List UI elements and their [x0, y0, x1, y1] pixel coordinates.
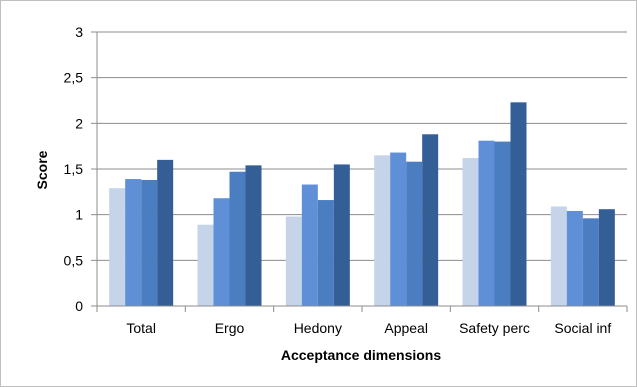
bar-hedony-s2 [301, 184, 318, 306]
y-tick-label: 1 [75, 207, 83, 223]
y-axis-title: Score [34, 150, 50, 189]
x-tick-label: Social inf [554, 320, 611, 336]
bar-hedony-s4 [333, 164, 350, 306]
x-tick-label: Total [126, 320, 156, 336]
bar-total-s4 [157, 159, 174, 306]
y-tick-label: 2 [75, 115, 83, 131]
x-tick-label: Appeal [384, 320, 428, 336]
bar-total-s2 [125, 179, 142, 306]
bar-safety-perc-s2 [478, 140, 495, 306]
x-tick-label: Ergo [215, 320, 245, 336]
bar-appeal-s3 [406, 161, 423, 306]
bar-appeal-s4 [422, 134, 439, 306]
axes [91, 31, 628, 312]
bar-hedony-s1 [285, 216, 302, 306]
bar-appeal-s2 [390, 152, 407, 306]
y-tick-label: 3 [75, 24, 83, 40]
y-tick-label: 2,5 [64, 70, 84, 86]
y-tick-label: 0,5 [64, 252, 84, 268]
bar-total-s3 [141, 179, 158, 306]
x-tick-label: Hedony [294, 320, 342, 336]
y-tick-labels: 0 0,5 1 1,5 2 2,5 3 [64, 24, 84, 314]
x-axis-title: Acceptance dimensions [281, 347, 441, 363]
bar-social-inf-s1 [550, 206, 567, 306]
bar-ergo-s2 [213, 198, 230, 306]
bar-total-s1 [109, 188, 126, 306]
bar-social-inf-s2 [566, 211, 583, 306]
x-tick-label: Safety perc [459, 320, 530, 336]
bar-appeal-s1 [374, 155, 391, 306]
gridlines [97, 31, 627, 261]
bar-ergo-s1 [197, 224, 214, 306]
bar-safety-perc-s3 [494, 141, 511, 306]
bar-safety-perc-s4 [510, 102, 527, 307]
bar-social-inf-s3 [582, 218, 599, 306]
bars [109, 102, 615, 307]
bar-safety-perc-s1 [462, 158, 479, 306]
y-tick-label: 1,5 [64, 161, 84, 177]
bar-ergo-s3 [229, 171, 246, 306]
bar-ergo-s4 [245, 165, 262, 306]
bar-hedony-s3 [317, 200, 334, 306]
y-tick-label: 0 [75, 298, 83, 314]
x-tick-labels: Total Ergo Hedony Appeal Safety perc Social i… [126, 320, 611, 336]
bar-social-inf-s4 [598, 209, 615, 306]
